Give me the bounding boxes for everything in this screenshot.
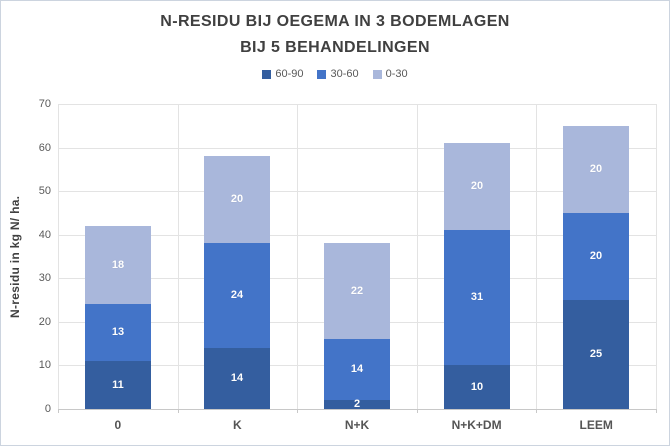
gridline-vertical	[536, 104, 537, 409]
chart-legend: 60-90 30-60 0-30	[1, 68, 669, 80]
bar-stack-N+K+DM: 10 31 20	[444, 143, 510, 409]
y-axis-tick-label: 60	[38, 141, 51, 154]
bar-segment-60-90: 11	[85, 361, 151, 409]
bar-value-label: 24	[230, 289, 244, 302]
bar-value-label: 14	[350, 363, 364, 376]
bar-segment-0-30: 20	[563, 125, 629, 213]
y-axis-tick-label: 0	[44, 403, 51, 415]
bar-value-label: 10	[470, 380, 484, 393]
plot-area: 11 13 18 14 24 20 2 14 22 10 31 20 25 20 20	[58, 104, 657, 411]
y-axis-tick-label: 40	[38, 228, 51, 241]
bar-segment-60-90: 10	[444, 365, 510, 409]
gridline-horizontal	[58, 234, 656, 236]
gridline-horizontal	[58, 104, 656, 105]
bar-value-label: 14	[230, 372, 244, 384]
legend-item-60-90: 60-90	[262, 68, 303, 80]
chart-title-line-2: BIJ 5 BEHANDELINGEN	[240, 39, 430, 56]
bar-segment-0-30: 20	[444, 143, 510, 231]
x-axis-category-label: LEEM	[579, 418, 613, 432]
bar-segment-0-30: 22	[324, 243, 390, 340]
bar-segment-60-90: 2	[324, 398, 390, 411]
bar-segment-30-60: 20	[563, 212, 629, 301]
gridline-horizontal	[58, 147, 656, 149]
bar-value-label: 31	[470, 291, 484, 304]
chart-title: N-RESIDU BIJ OEGEMA IN 3 BODEMLAGEN BIJ …	[1, 9, 669, 61]
bar-segment-30-60: 24	[204, 243, 270, 348]
y-axis-tick-label: 10	[38, 359, 51, 372]
bar-segment-60-90: 14	[204, 348, 270, 409]
x-axis-tick-mark	[656, 409, 657, 413]
bar-value-label: 22	[350, 284, 364, 297]
x-axis-category-label: N+K+DM	[451, 418, 502, 432]
x-axis-tick-mark	[536, 409, 537, 413]
bar-segment-0-30: 20	[204, 156, 270, 244]
bar-value-label: 20	[230, 193, 244, 206]
bar-value-label: 2	[353, 398, 361, 411]
bar-value-label: 25	[589, 348, 603, 361]
bar-stack-K: 14 24 20	[204, 156, 270, 409]
bar-stack-0: 11 13 18	[85, 226, 151, 409]
y-axis-tick-label: 70	[38, 98, 51, 110]
bar-value-label: 13	[111, 326, 125, 339]
x-axis-tick-mark	[417, 409, 418, 413]
chart-title-line-1: N-RESIDU BIJ OEGEMA IN 3 BODEMLAGEN	[160, 13, 510, 30]
gridline-vertical	[58, 104, 59, 409]
x-axis-tick-mark	[297, 409, 298, 413]
legend-item-0-30: 0-30	[372, 68, 408, 80]
legend-label: 60-90	[275, 68, 304, 80]
y-axis-tick-label: 50	[38, 185, 51, 198]
x-axis-tick-mark	[178, 409, 179, 413]
legend-label: 0-30	[385, 68, 408, 80]
gridline-vertical	[297, 104, 298, 409]
bar-segment-0-30: 18	[85, 226, 151, 305]
legend-swatch-icon	[372, 69, 382, 79]
bar-segment-30-60: 31	[444, 230, 510, 366]
legend-label: 30-60	[330, 68, 359, 80]
bar-stack-LEEM: 25 20 20	[563, 125, 629, 409]
gridline-vertical	[178, 104, 179, 409]
bar-segment-30-60: 14	[324, 339, 390, 401]
legend-swatch-icon	[262, 69, 272, 79]
gridline-vertical	[417, 104, 418, 409]
bar-value-label: 11	[112, 378, 124, 391]
x-axis-category-label: 0	[114, 418, 122, 432]
x-axis-category-label: K	[233, 418, 242, 432]
gridline-vertical	[656, 104, 657, 409]
bar-segment-30-60: 13	[85, 304, 151, 362]
y-axis-tick-label: 30	[38, 272, 51, 285]
bar-value-label: 18	[111, 258, 125, 271]
bar-value-label: 20	[589, 162, 603, 175]
legend-swatch-icon	[317, 69, 327, 79]
bar-stack-N+K: 2 14 22	[324, 243, 390, 411]
x-axis-tick-mark	[58, 409, 59, 413]
gridline-horizontal	[58, 191, 656, 193]
x-axis-category-label: N+K	[344, 418, 370, 432]
bar-value-label: 20	[589, 250, 603, 262]
legend-item-30-60: 30-60	[317, 68, 359, 80]
bar-value-label: 20	[470, 180, 484, 193]
y-axis-tick-label: 20	[38, 315, 51, 328]
bar-segment-60-90: 25	[563, 300, 629, 409]
